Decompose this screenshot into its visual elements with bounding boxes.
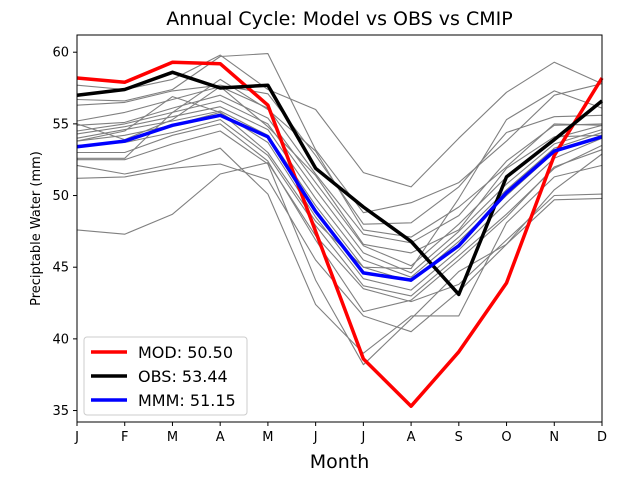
legend-mod-label: MOD: 50.50 [138,343,233,362]
x-tick-label: F [121,430,128,445]
legend-mmm-label: MMM: 51.15 [138,391,236,410]
x-tick-label: D [597,430,607,445]
main-lines [76,60,604,408]
x-tick-label: M [262,430,273,445]
chart-title: Annual Cycle: Model vs OBS vs CMIP [166,8,512,30]
x-tick-label: N [549,430,559,445]
cmip-model-line-13 [76,86,603,244]
mod-series-line [76,60,604,408]
plot-area [76,53,604,408]
cmip-model-line-2 [76,163,603,333]
x-tick-label: M [167,430,178,445]
y-axis-label: Preciptable Water (mm) [29,151,44,306]
x-tick-label: J [74,430,79,445]
axes-frame [76,34,603,423]
cmip-model-line-1 [76,162,603,303]
cmip-model-line-4 [77,130,603,366]
x-tick-label: J [360,430,365,445]
x-tick-label: S [455,430,463,445]
x-tick-label: A [216,430,225,445]
y-tick-label: 35 [52,404,69,419]
y-tick-label: 45 [52,261,69,276]
y-tick-label: 50 [52,189,69,204]
legend-obs-label: OBS: 53.44 [138,367,228,386]
x-tick-label: A [407,430,416,445]
x-tick-label: O [501,430,511,445]
cmip-model-line-6 [76,119,603,297]
cmip-model-line-12 [76,86,603,254]
cmip-model-line-5 [77,123,603,313]
y-tick-label: 55 [52,117,69,132]
cmip-model-line-3 [76,147,603,354]
cmip-model-line-10 [76,100,603,274]
cmip-model-line-9 [76,106,603,278]
cmip-model-line-16 [76,53,603,214]
x-axis-label: Month [310,451,370,473]
cmip-model-line-17 [76,54,603,188]
y-tick-label: 60 [52,46,69,61]
y-tick-label: 40 [52,332,69,347]
obs-series-line [76,70,604,297]
legend-box [83,336,248,416]
mmm-series-line [76,113,603,282]
y-axis: 35 40 45 50 55 60 [52,46,77,419]
x-tick-label: J [313,430,318,445]
legend: MOD: 50.50 OBS: 53.44 MMM: 51.15 [83,336,248,416]
